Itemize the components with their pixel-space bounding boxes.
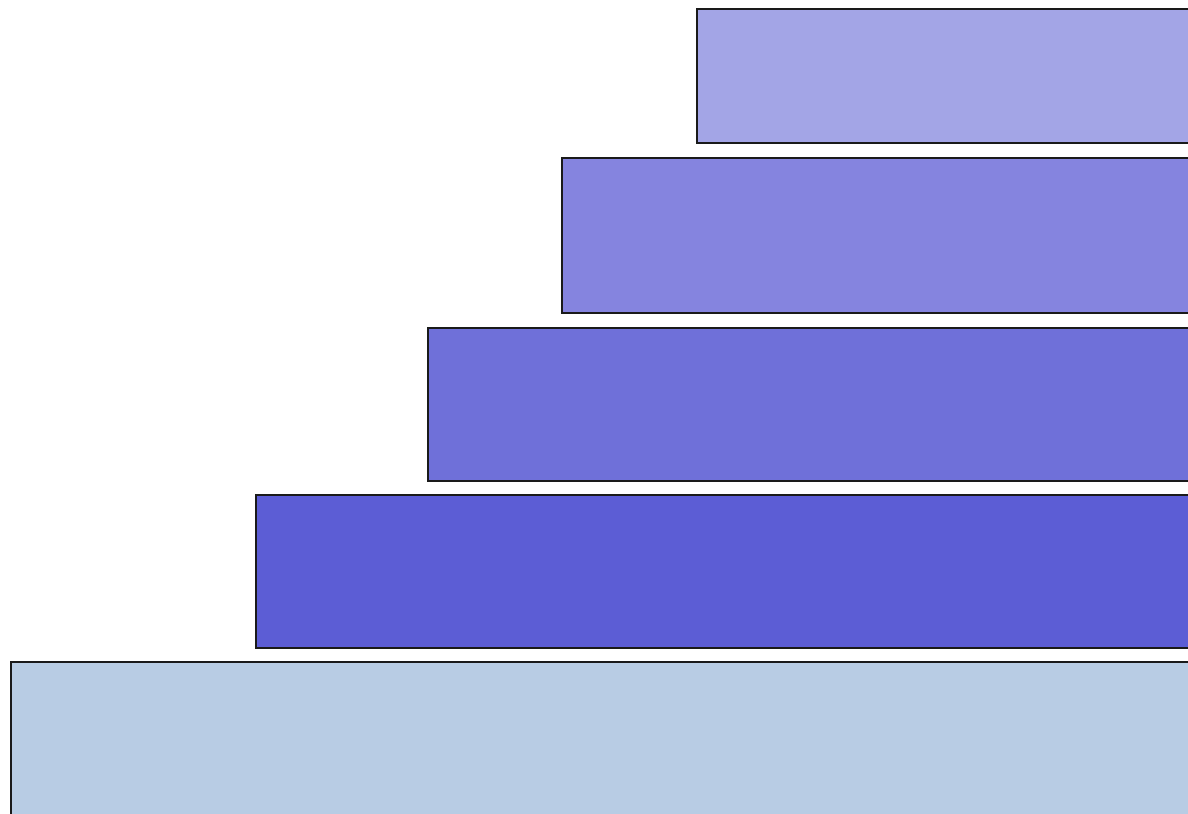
stacked-slab-1 <box>696 8 1188 144</box>
stacked-slab-2 <box>561 157 1188 314</box>
stacked-slab-3 <box>427 327 1188 482</box>
stacked-slab-5 <box>10 661 1188 814</box>
stacked-slab-4 <box>255 494 1188 649</box>
